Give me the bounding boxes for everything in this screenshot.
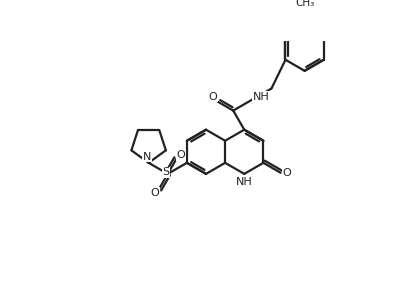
Text: CH₃: CH₃ — [295, 0, 314, 8]
Text: S: S — [163, 167, 170, 177]
Text: O: O — [176, 150, 185, 160]
Text: O: O — [150, 187, 159, 198]
Text: NH: NH — [236, 178, 252, 187]
Text: NH: NH — [252, 92, 269, 102]
Text: N: N — [143, 152, 151, 162]
Text: O: O — [208, 92, 217, 102]
Text: O: O — [282, 168, 291, 178]
